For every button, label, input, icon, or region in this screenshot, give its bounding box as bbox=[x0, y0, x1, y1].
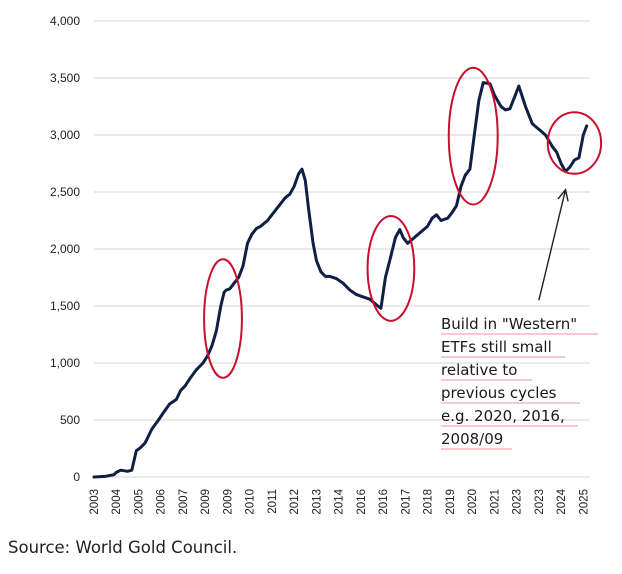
x-tick-label: 2003 bbox=[89, 489, 101, 515]
x-tick-label: 2013 bbox=[311, 489, 323, 515]
x-tick-label: 2010 bbox=[245, 489, 257, 515]
annotation-line-3: relative to bbox=[441, 361, 517, 379]
x-tick-label: 2016 bbox=[378, 489, 390, 515]
annotation-arrow-head bbox=[557, 188, 569, 202]
y-tick-label: 0 bbox=[73, 470, 80, 484]
annotation-arrow bbox=[538, 189, 567, 301]
x-tick-label: 2007 bbox=[178, 489, 190, 515]
annotation-line-5: e.g. 2020, 2016, bbox=[441, 407, 565, 425]
x-tick-label: 2023 bbox=[534, 489, 546, 515]
y-tick-label: 1,500 bbox=[50, 299, 80, 313]
highlight-ellipse bbox=[447, 66, 499, 206]
x-tick-label: 2009 bbox=[200, 489, 212, 515]
highlight-ellipses bbox=[203, 66, 603, 379]
annotation-line-6: 2008/09 bbox=[441, 430, 503, 448]
x-tick-label: 2011 bbox=[267, 489, 279, 514]
x-tick-label: 2019 bbox=[445, 489, 457, 515]
chart: 05001,0001,5002,0002,5003,0003,5004,000 … bbox=[50, 14, 603, 515]
y-tick-label: 3,500 bbox=[50, 71, 80, 85]
x-tick-label: 2016 bbox=[356, 489, 368, 515]
x-tick-label: 2004 bbox=[111, 488, 123, 514]
x-tick-label: 2014 bbox=[334, 488, 346, 514]
annotation: Build in "Western" ETFs still small rela… bbox=[441, 188, 598, 450]
highlight-ellipse bbox=[203, 258, 243, 379]
x-tick-label: 2005 bbox=[133, 489, 145, 515]
x-tick-label: 2018 bbox=[423, 489, 435, 515]
x-tick-label: 2023 bbox=[512, 489, 524, 515]
y-tick-label: 500 bbox=[60, 413, 80, 427]
y-axis-ticks: 0 500 1,000 1,500 2,000 2,500 3,000 3,500 4,000 bbox=[50, 14, 80, 484]
x-tick-label: 2021 bbox=[489, 489, 501, 515]
y-tick-label: 3,000 bbox=[50, 128, 80, 142]
x-tick-label: 2017 bbox=[400, 489, 412, 515]
highlight-ellipse bbox=[366, 214, 416, 322]
highlight-ellipse bbox=[546, 111, 603, 175]
annotation-underlines bbox=[441, 333, 598, 450]
x-tick-label: 2024 bbox=[556, 488, 568, 514]
x-tick-label: 2020 bbox=[467, 489, 479, 515]
annotation-line-2: ETFs still small bbox=[441, 338, 552, 356]
x-tick-label: 2025 bbox=[578, 489, 590, 515]
x-tick-label: 2006 bbox=[156, 489, 168, 515]
series-layer bbox=[92, 81, 589, 479]
x-tick-label: 2012 bbox=[289, 489, 301, 515]
y-tick-label: 1,000 bbox=[50, 356, 80, 370]
y-tick-label: 2,000 bbox=[50, 242, 80, 256]
series-line bbox=[92, 81, 589, 479]
y-tick-label: 4,000 bbox=[50, 14, 80, 28]
annotation-line-1: Build in "Western" bbox=[441, 315, 577, 333]
y-tick-label: 2,500 bbox=[50, 185, 80, 199]
x-axis-ticks: 2003 2004 2005 2006 2007 2009 2009 2010 2011 2012… bbox=[89, 488, 590, 514]
x-tick-label: 2009 bbox=[222, 489, 234, 515]
gridlines bbox=[94, 20, 590, 478]
annotation-line-4: previous cycles bbox=[441, 384, 557, 402]
source-note: Source: World Gold Council. bbox=[8, 538, 238, 557]
